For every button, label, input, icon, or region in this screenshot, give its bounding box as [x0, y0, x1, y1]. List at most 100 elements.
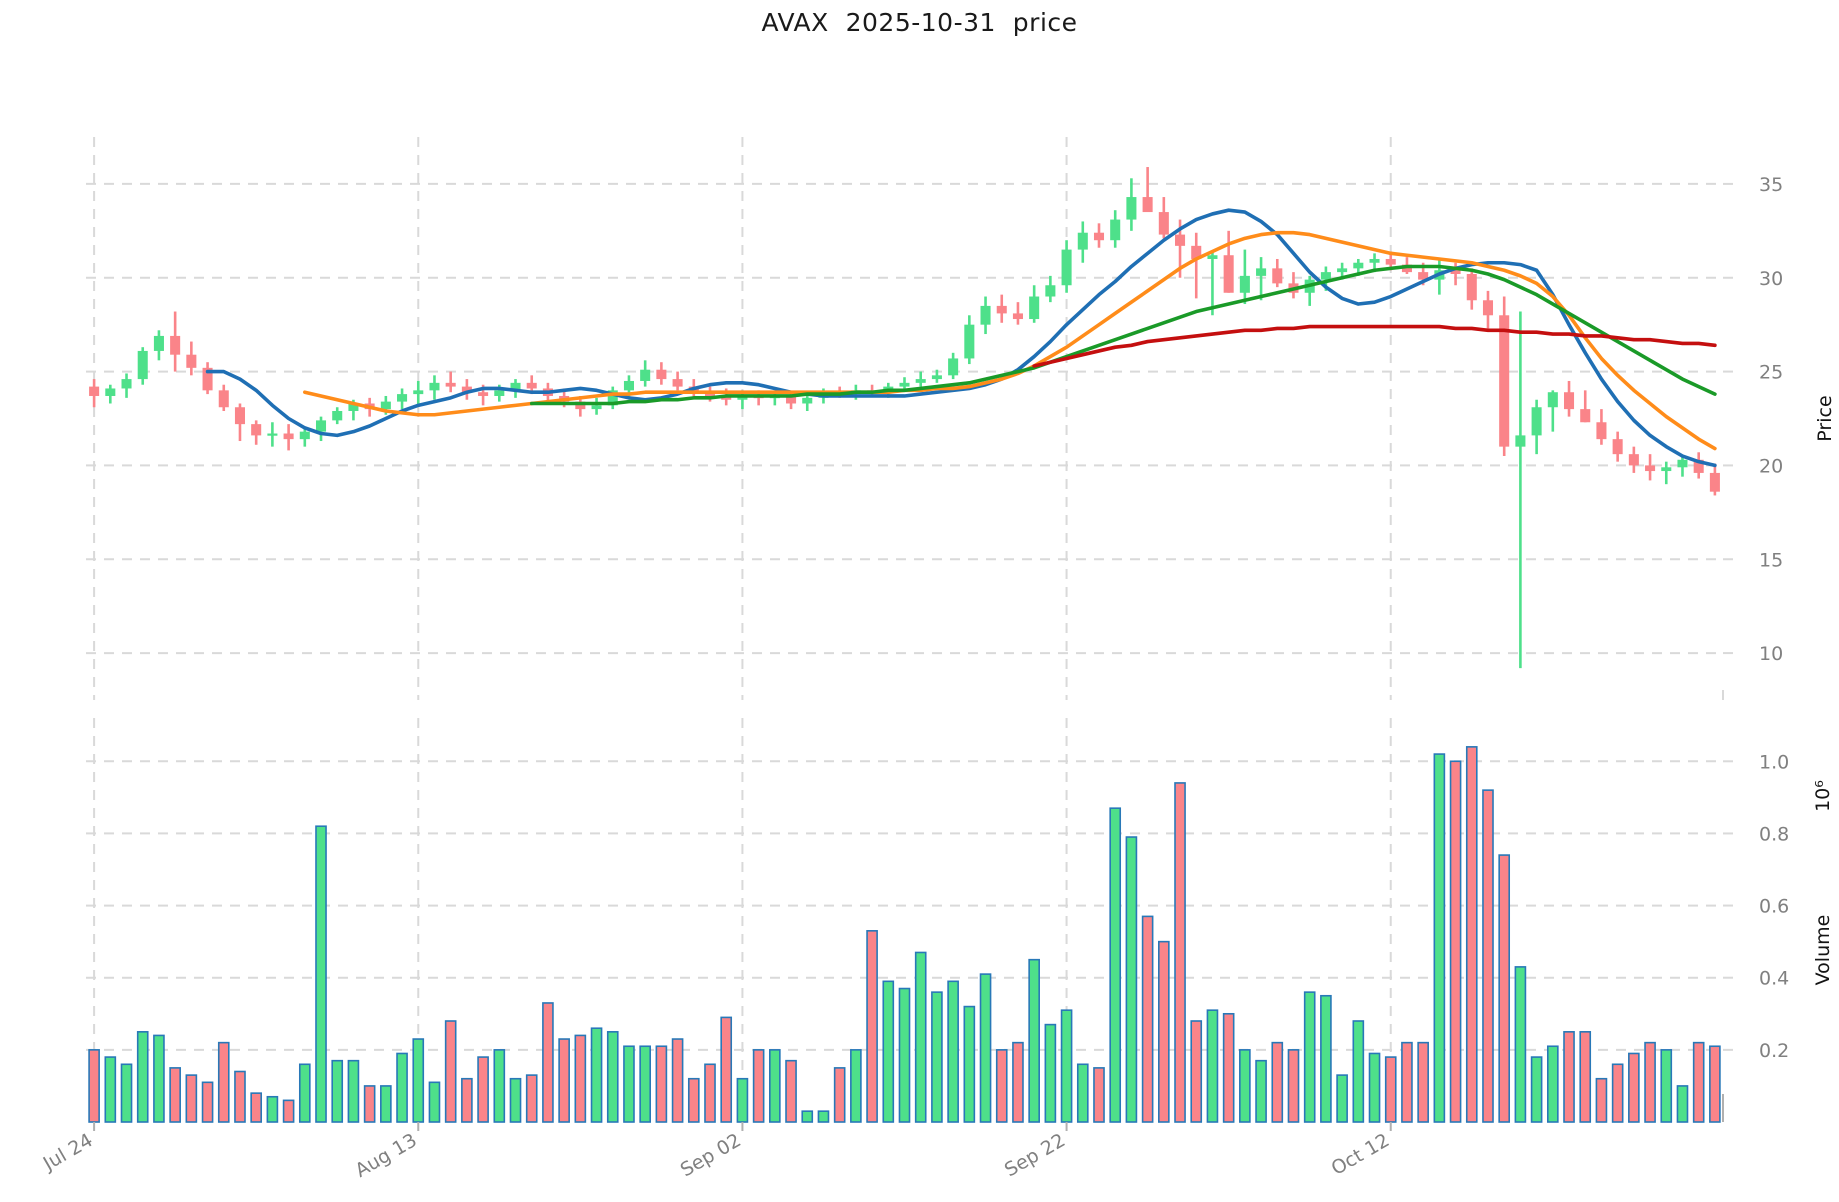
volume-bar [396, 1052, 408, 1123]
candle-body [1482, 300, 1494, 316]
volume-bar [704, 1063, 716, 1123]
candle-body [1207, 255, 1218, 259]
x-tick-label: Aug 13 [351, 1129, 420, 1182]
candlestick-series [89, 167, 1720, 669]
candle-body [1077, 232, 1088, 250]
candle-body [1564, 392, 1575, 410]
volume-bar [1368, 1052, 1381, 1123]
volume-bar [720, 1016, 733, 1123]
volume-bar [542, 1002, 554, 1123]
candle-body [429, 382, 440, 391]
volume-bar [136, 1031, 149, 1123]
candle-body [315, 420, 327, 432]
candle-body [283, 433, 294, 440]
candle-body [1709, 472, 1720, 492]
volume-bar [1628, 1052, 1640, 1123]
volume-bar [88, 1049, 100, 1123]
x-tick-label: Sep 22 [1001, 1129, 1069, 1181]
volume-bar [1401, 1041, 1413, 1123]
volume-bar [1449, 760, 1462, 1123]
candle-body [1142, 197, 1153, 213]
candle-body [202, 367, 213, 391]
candle-body [1450, 270, 1461, 274]
volume-bar [1465, 746, 1478, 1123]
volume-bar [1239, 1049, 1251, 1123]
volume-bar [995, 1049, 1008, 1123]
volume-bar [120, 1063, 133, 1123]
grid-lines [86, 137, 1723, 1122]
volume-bar [1579, 1031, 1592, 1123]
candle-body [1466, 273, 1477, 301]
candle-body [1272, 268, 1283, 284]
volume-bar [1125, 836, 1138, 1123]
volume-bar [882, 980, 895, 1123]
volume-bar [169, 1067, 181, 1123]
candle-body [478, 392, 489, 396]
candle-body [704, 392, 716, 396]
volume-bar [1190, 1020, 1203, 1123]
candle-body [1093, 232, 1105, 241]
volume-bar [1303, 991, 1316, 1123]
volume-bar [574, 1034, 587, 1123]
volume-bar [671, 1038, 684, 1123]
volume-bar [1076, 1063, 1089, 1123]
volume-bar [1546, 1045, 1559, 1123]
candle-body [1353, 262, 1364, 269]
volume-bar [1563, 1031, 1575, 1123]
volume-bar [266, 1095, 279, 1123]
volume-bar [1514, 966, 1527, 1123]
price-tick-label: 10 [1759, 643, 1783, 665]
x-axis-tick-labels: Jul 24 Aug 13 Sep 02 Sep 22 Oct 12 [39, 1122, 1394, 1182]
volume-bar [509, 1077, 522, 1123]
volume-bar [315, 825, 327, 1123]
chart-title: AVAX 2025-10-31 price [761, 8, 1078, 37]
ma-line-ma_short [205, 208, 1717, 468]
volume-bar [931, 991, 943, 1123]
volume-bar [104, 1056, 117, 1123]
candle-body [672, 379, 683, 387]
candle-body [332, 410, 343, 421]
volume-bar [1433, 753, 1446, 1123]
x-tick-label: Jul 24 [39, 1129, 97, 1175]
volume-tick-label: 0.4 [1759, 968, 1789, 990]
price-tick-label: 20 [1759, 455, 1783, 477]
candle-body [964, 324, 975, 359]
candle-body [1499, 315, 1510, 447]
moving-average-lines [205, 208, 1717, 468]
price-tick-label: 30 [1759, 268, 1783, 290]
candle-body [1191, 245, 1202, 259]
candle-body [1012, 313, 1023, 320]
candle-body [1385, 258, 1396, 265]
volume-bar [1417, 1041, 1429, 1123]
candle-body [640, 369, 651, 381]
volume-bar [250, 1092, 263, 1123]
candle-body [121, 379, 132, 389]
volume-bar [817, 1110, 830, 1123]
candle-body [1158, 212, 1169, 235]
candle-body [1061, 249, 1072, 286]
volume-bar [606, 1031, 619, 1123]
volume-bar [1320, 994, 1332, 1123]
volume-bar [461, 1077, 473, 1123]
volume-bar [493, 1049, 506, 1123]
x-tick-label: Oct 12 [1328, 1129, 1394, 1180]
candle-body [1239, 275, 1250, 293]
candle-body [1418, 272, 1429, 280]
candle-body [591, 405, 602, 410]
volume-bar [1060, 1009, 1073, 1123]
price-tick-label: 15 [1759, 549, 1783, 571]
candle-body [251, 424, 262, 436]
candle-body [575, 401, 586, 410]
candle-body [413, 390, 424, 395]
volume-bar [801, 1110, 814, 1123]
candle-body [948, 358, 959, 376]
candle-body [510, 382, 521, 391]
volume-bar [1012, 1041, 1024, 1123]
candle-body [1401, 264, 1412, 273]
volume-bar [363, 1085, 376, 1123]
candle-body [380, 401, 391, 410]
x-tick-label: Sep 02 [677, 1129, 745, 1181]
volume-bar [1595, 1077, 1608, 1123]
volume-bar [1644, 1041, 1656, 1123]
